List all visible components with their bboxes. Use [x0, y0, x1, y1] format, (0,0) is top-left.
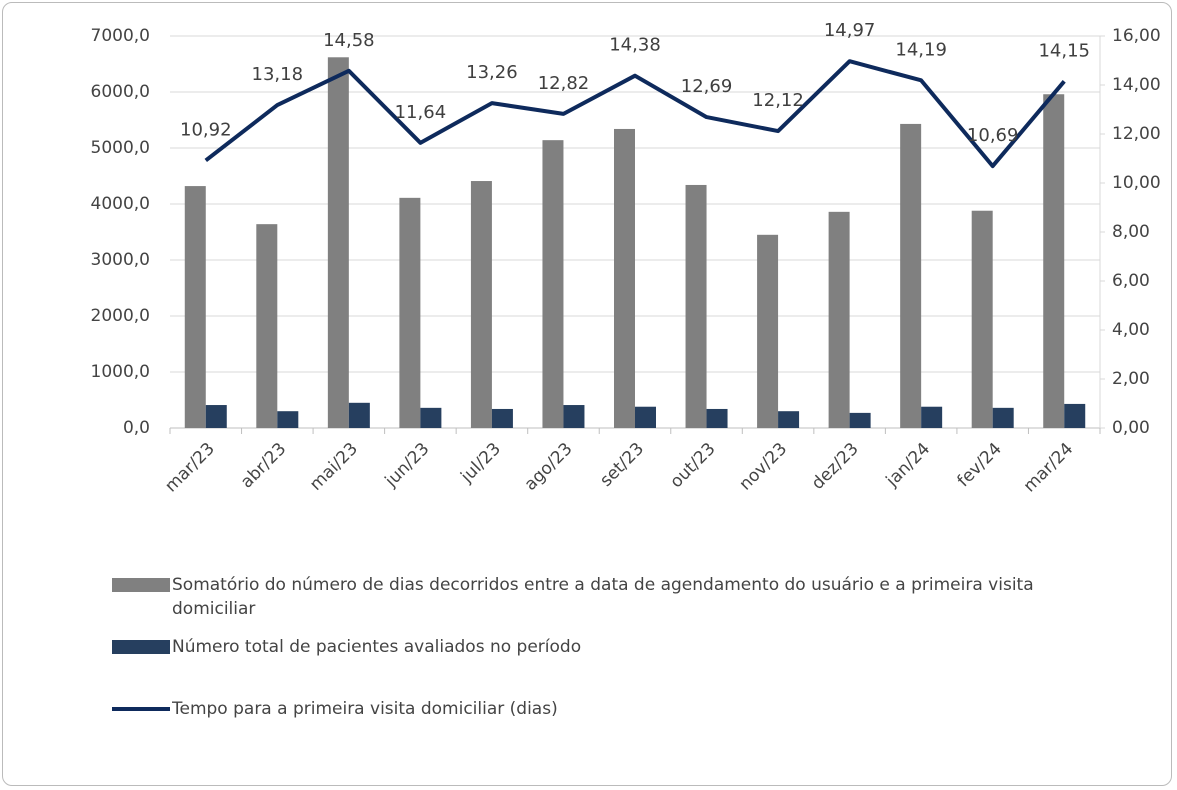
bar	[399, 197, 421, 428]
bar	[706, 408, 728, 428]
bar	[327, 57, 349, 428]
y2-tick-label: 6,00	[1112, 271, 1150, 291]
x-tick-label: fev/24	[954, 439, 1006, 491]
y-tick-label: 5000,0	[91, 138, 150, 158]
bar	[563, 405, 585, 428]
legend-entry: Somatório do número de dias decorridos e…	[172, 575, 1034, 619]
x-tick-label: set/23	[596, 439, 648, 491]
legend-swatch	[112, 578, 170, 592]
bar	[348, 402, 370, 428]
bar	[849, 412, 871, 428]
bar	[542, 140, 564, 428]
bar	[828, 211, 850, 428]
y2-tick-label: 12,00	[1112, 124, 1161, 144]
x-tick-label: jul/23	[456, 439, 505, 488]
data-label: 14,38	[609, 35, 661, 56]
bar	[420, 407, 442, 428]
x-tick-label: abr/23	[237, 439, 290, 492]
y-tick-label: 4000,0	[91, 194, 150, 214]
data-label: 14,15	[1038, 40, 1090, 61]
data-label: 12,12	[752, 90, 804, 111]
legend-entry: Tempo para a primeira visita domiciliar …	[172, 699, 558, 719]
y2-tick-label: 10,00	[1112, 173, 1161, 193]
data-label: 14,97	[824, 20, 876, 41]
x-tick-label: mar/24	[1020, 439, 1078, 497]
y-tick-label: 2000,0	[91, 306, 150, 326]
bar	[470, 181, 492, 428]
data-label: 10,92	[180, 119, 232, 140]
y2-tick-label: 2,00	[1112, 369, 1150, 389]
line	[204, 59, 1066, 169]
x-tick-label: mai/23	[306, 439, 362, 495]
y2-tick-label: 4,00	[1112, 320, 1150, 340]
x-tick-label: mar/23	[161, 439, 219, 497]
legend-label: Tempo para a primeira visita domiciliar …	[172, 699, 558, 719]
y-tick-label: 0,0	[123, 418, 150, 438]
y2-tick-label: 8,00	[1112, 222, 1150, 242]
bar	[992, 407, 1014, 428]
x-tick-label: jun/23	[381, 439, 434, 492]
bar	[635, 406, 656, 428]
y-tick-label: 7000,0	[91, 26, 150, 46]
bar	[614, 128, 635, 428]
bar	[778, 411, 800, 428]
bar	[757, 234, 779, 428]
y-tick-label: 1000,0	[91, 362, 150, 382]
bar	[1064, 403, 1086, 428]
data-label: 12,82	[538, 73, 590, 94]
bar	[205, 405, 227, 428]
y-tick-label: 3000,0	[91, 250, 150, 270]
legend-swatch	[112, 640, 170, 654]
bar	[277, 411, 299, 428]
bar	[685, 184, 707, 428]
y2-tick-label: 14,00	[1112, 75, 1161, 95]
data-label: 14,19	[895, 39, 947, 60]
bar	[491, 408, 513, 428]
legend-label: Número total de pacientes avaliados no p…	[172, 637, 582, 657]
data-label: 10,69	[967, 125, 1019, 146]
bar	[256, 224, 278, 428]
data-label: 13,26	[466, 62, 518, 83]
x-tick-label: nov/23	[736, 439, 792, 495]
bar	[921, 406, 943, 428]
y2-tick-label: 0,00	[1112, 418, 1150, 438]
y-tick-label: 6000,0	[91, 82, 150, 102]
bar	[184, 186, 206, 428]
data-label: 12,69	[681, 76, 733, 97]
data-label: 13,18	[252, 64, 304, 85]
bar	[1043, 94, 1065, 429]
legend-label: Somatório do número de dias decorridos e…	[172, 575, 1034, 619]
x-tick-label: ago/23	[521, 439, 577, 495]
bar	[900, 123, 922, 429]
data-label: 14,58	[323, 30, 375, 51]
bar	[971, 210, 993, 428]
legend-entry: Número total de pacientes avaliados no p…	[172, 637, 582, 657]
x-tick-label: dez/23	[808, 439, 863, 494]
data-label: 11,64	[395, 102, 447, 123]
x-tick-label: jan/24	[882, 439, 935, 492]
y2-tick-label: 16,00	[1112, 26, 1161, 46]
x-tick-label: out/23	[666, 439, 719, 492]
